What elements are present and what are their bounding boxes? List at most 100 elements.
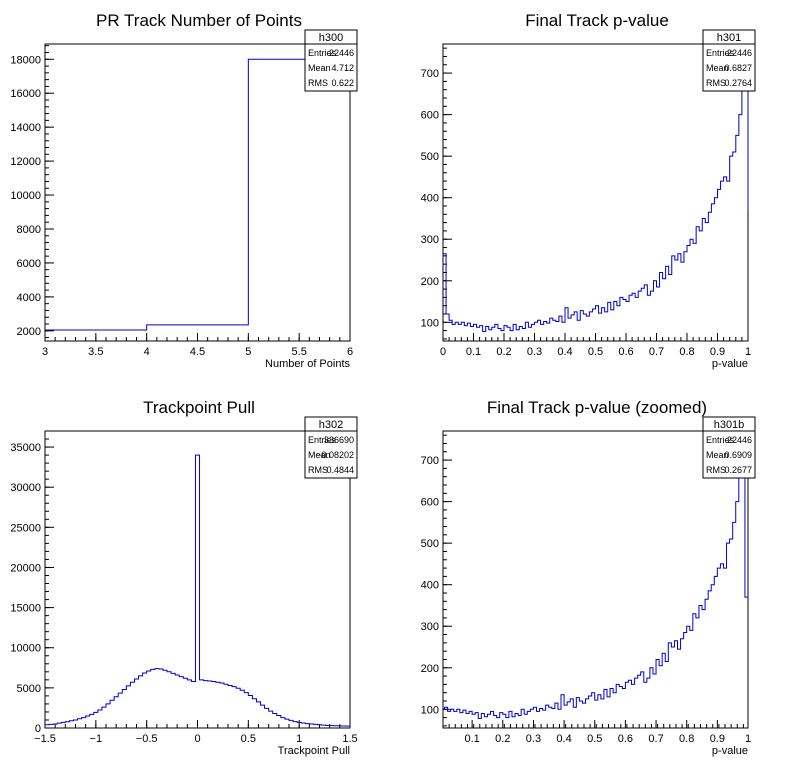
x-tick-label: 4.5	[190, 346, 205, 358]
y-tick-label: 700	[421, 455, 439, 467]
y-tick-label: 14000	[10, 122, 41, 134]
histogram-line	[45, 454, 350, 727]
x-tick-label: 5	[245, 346, 251, 358]
x-tick-label: 0.5	[588, 346, 603, 358]
stats-label: RMS	[308, 465, 328, 475]
y-tick-label: 35000	[10, 442, 41, 454]
stats-body-box	[702, 430, 756, 479]
x-tick-label: 0.5	[241, 733, 256, 745]
stats-value: 22446	[727, 48, 752, 58]
y-tick-label: 0	[35, 723, 41, 735]
x-axis-label: Trackpoint Pull	[278, 745, 350, 757]
stats-value: 0.2677	[724, 465, 752, 475]
stats-label: Mean	[706, 63, 729, 73]
stats-label: Entries	[706, 435, 735, 445]
x-tick-label: 5.5	[292, 346, 307, 358]
x-axis-label: p-value	[712, 745, 748, 757]
y-tick-label: 15000	[10, 603, 41, 615]
x-tick-label: 0.1	[464, 733, 479, 745]
y-tick-label: 100	[421, 704, 439, 716]
x-axis-label: p-value	[712, 358, 748, 370]
y-tick-label: 5000	[17, 683, 41, 695]
stats-label: Entries	[706, 48, 735, 58]
stats-value: 0.622	[331, 78, 354, 88]
x-tick-label: 0.3	[527, 346, 542, 358]
y-tick-label: 30000	[10, 482, 41, 494]
x-tick-label: 0.4	[556, 733, 571, 745]
y-tick-label: 500	[421, 151, 439, 163]
stats-body-box	[304, 430, 358, 479]
x-tick-label: 1	[745, 733, 751, 745]
x-tick-label: 0.6	[618, 733, 633, 745]
stats-value: 336690	[324, 435, 354, 445]
stats-body-box	[304, 43, 358, 92]
stats-value: 0.6909	[724, 450, 752, 460]
y-tick-label: 500	[421, 538, 439, 550]
stats-value: −0.08202	[316, 450, 354, 460]
plot-frame	[44, 430, 351, 729]
stats-value: 22446	[329, 48, 354, 58]
pad-top-right: Final Track p-value 0 0.1 0.2 0.3 0.4 0.5 0.6 0.…	[398, 0, 796, 387]
y-tick-label: 8000	[17, 224, 41, 236]
y-tick-label: 700	[421, 68, 439, 80]
stats-value: 4.712	[331, 63, 354, 73]
y-tick-label: 300	[421, 234, 439, 246]
x-tick-label: 0.7	[648, 733, 663, 745]
chart-title: PR Track Number of Points	[96, 11, 302, 30]
pad-bottom-right: Final Track p-value (zoomed) 0.1 0.2 0.3 0.4…	[398, 387, 796, 774]
stats-name: h302	[319, 419, 343, 431]
stats-value: 0.2764	[724, 78, 752, 88]
histogram-line	[45, 58, 350, 331]
y-tick-label: 400	[421, 580, 439, 592]
x-tick-label: 0.8	[679, 733, 694, 745]
y-tick-label: 200	[421, 663, 439, 675]
x-tick-label: 0.6	[618, 346, 633, 358]
x-tick-label: 0.9	[710, 346, 725, 358]
plot-frame	[44, 43, 351, 342]
y-tick-label: 600	[421, 497, 439, 509]
x-axis-label: Number of Points	[265, 358, 350, 370]
x-tick-label: 4	[144, 346, 150, 358]
y-tick-label: 16000	[10, 88, 41, 100]
x-tick-label: 0	[440, 346, 446, 358]
x-tick-label: −1.5	[34, 733, 56, 745]
chart-title: Final Track p-value	[525, 11, 669, 30]
chart-trackpoint-pull: Trackpoint Pull −1.5 −1 −0.5 0 0.5 1 1.5 0 5000 10…	[10, 398, 358, 757]
x-tick-label: 0.5	[587, 733, 602, 745]
y-tick-label: 20000	[10, 562, 41, 574]
x-tick-label: 0.7	[649, 346, 664, 358]
y-tick-label: 200	[421, 276, 439, 288]
x-tick-label: 0	[194, 733, 200, 745]
plot-frame	[442, 43, 749, 342]
y-tick-label: 4000	[17, 292, 41, 304]
stats-label: RMS	[706, 78, 726, 88]
stats-name: h301b	[714, 419, 745, 431]
stats-value: 22446	[727, 435, 752, 445]
chart-final-track-p-value: Final Track p-value 0 0.1 0.2 0.3 0.4 0.5 0.6 0.…	[421, 11, 756, 370]
stats-label: Entries	[308, 48, 337, 58]
stats-label: RMS	[706, 465, 726, 475]
y-tick-label: 12000	[10, 156, 41, 168]
stats-label: Mean	[308, 63, 331, 73]
chart-pr-track-number-of-points: PR Track Number of Points 3 3.5 4 4.5 5 5.5 6 20…	[10, 11, 358, 370]
x-tick-label: 1	[745, 346, 751, 358]
plot-frame	[442, 430, 749, 729]
chart-title: Final Track p-value (zoomed)	[487, 398, 707, 417]
stats-label: Entries	[308, 435, 337, 445]
x-tick-label: 3.5	[88, 346, 103, 358]
y-tick-label: 10000	[10, 190, 41, 202]
x-tick-label: 0.3	[526, 733, 541, 745]
stats-label: Mean	[706, 450, 729, 460]
y-tick-label: 25000	[10, 522, 41, 534]
x-tick-label: 6	[347, 346, 353, 358]
x-tick-label: 0.9	[710, 733, 725, 745]
x-tick-label: 1	[296, 733, 302, 745]
x-tick-label: 0.2	[496, 346, 511, 358]
y-tick-label: 10000	[10, 643, 41, 655]
y-tick-label: 400	[421, 193, 439, 205]
stats-name: h301	[717, 32, 741, 44]
